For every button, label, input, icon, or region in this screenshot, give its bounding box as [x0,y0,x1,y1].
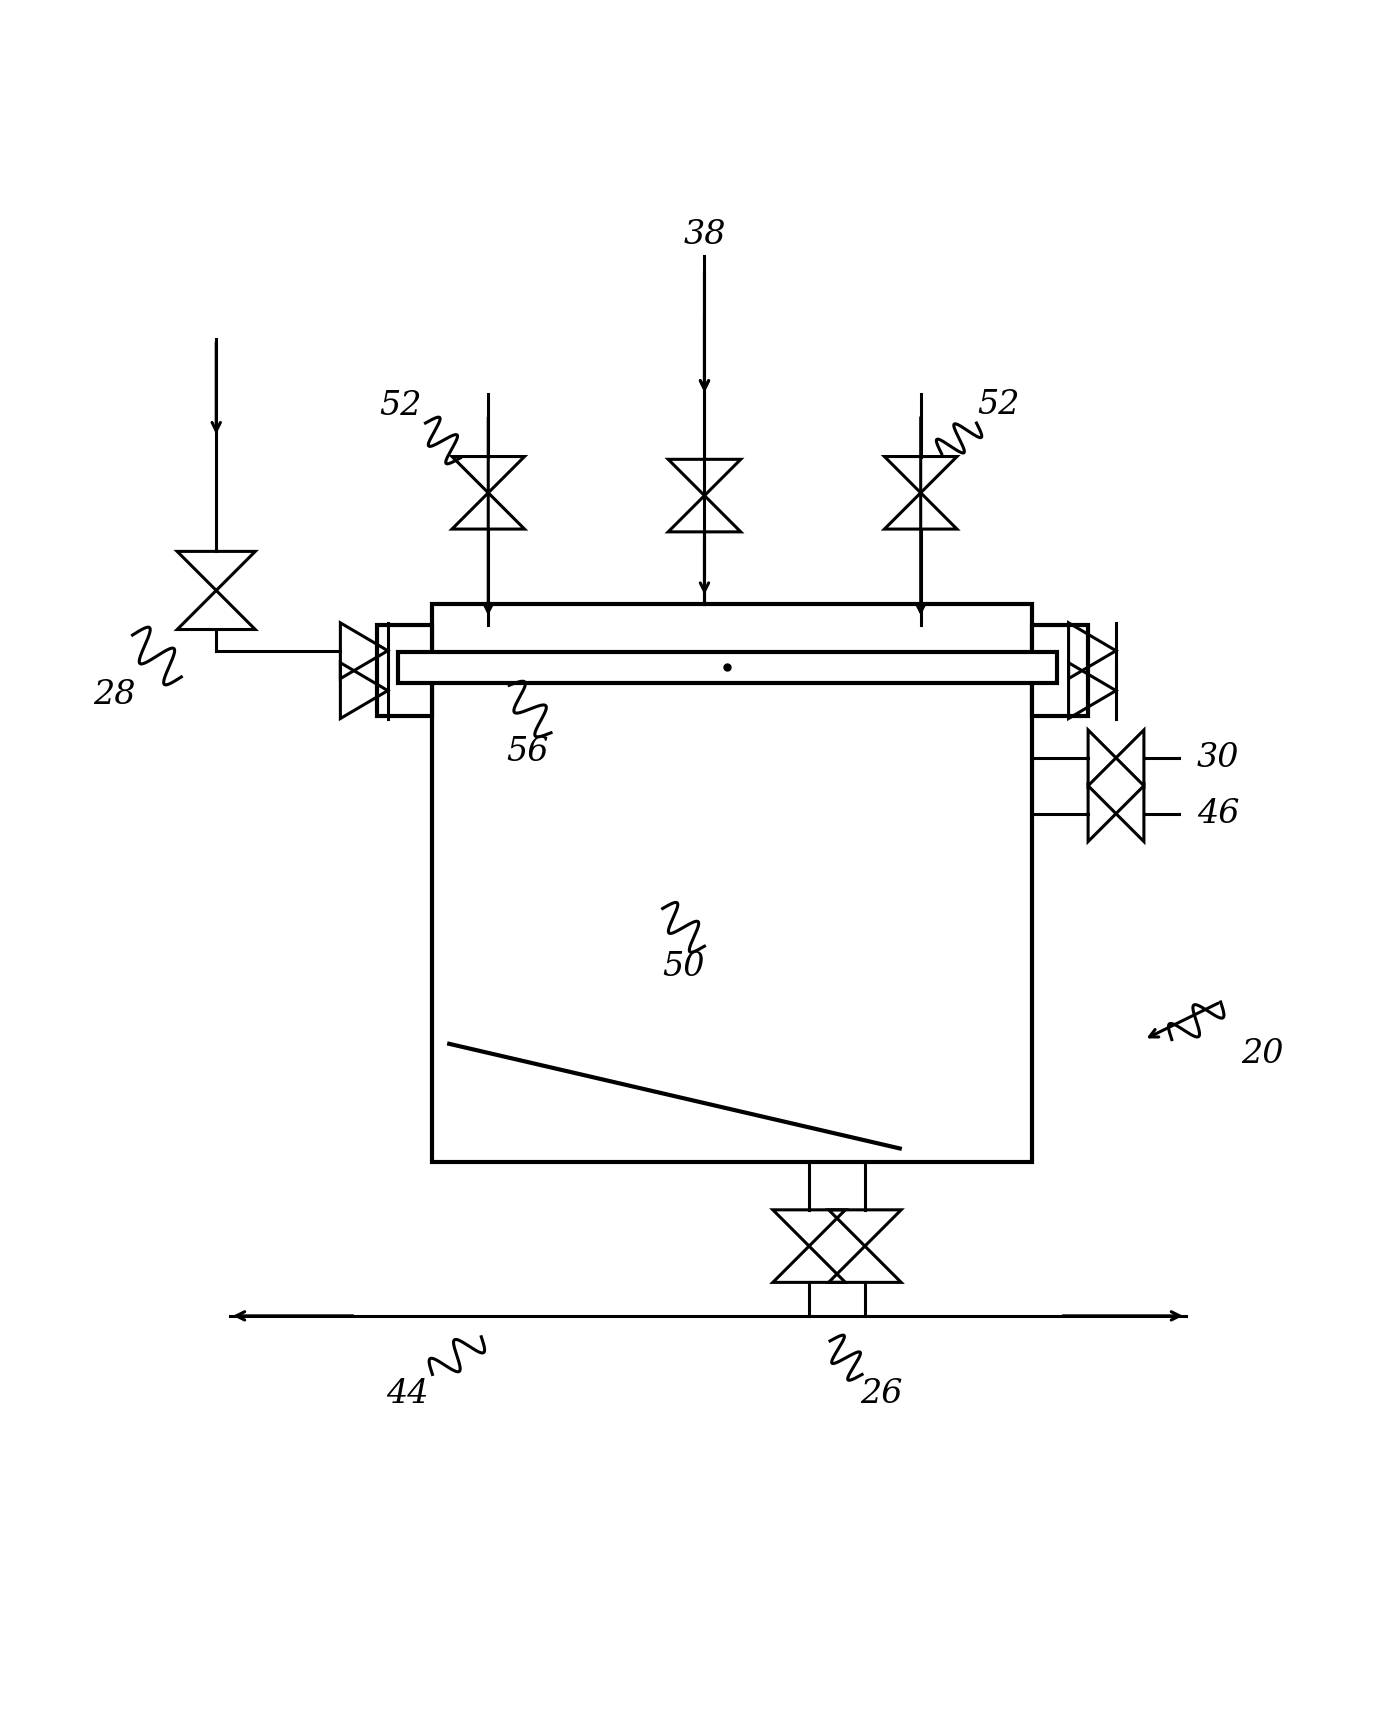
Text: 52: 52 [379,390,421,423]
Bar [1032,625,1088,715]
Text: 50: 50 [663,951,704,984]
Bar [377,625,432,715]
Text: 38: 38 [684,219,725,252]
Bar [432,604,1032,1162]
Text: 44: 44 [386,1377,428,1410]
Text: 46: 46 [1197,797,1239,830]
Text: 20: 20 [1242,1037,1283,1069]
Text: 26: 26 [861,1377,903,1410]
Bar [398,652,1057,683]
Text: 56: 56 [506,736,548,768]
Text: 52: 52 [978,388,1020,421]
Text: 28: 28 [93,679,135,712]
Text: 30: 30 [1197,743,1239,773]
